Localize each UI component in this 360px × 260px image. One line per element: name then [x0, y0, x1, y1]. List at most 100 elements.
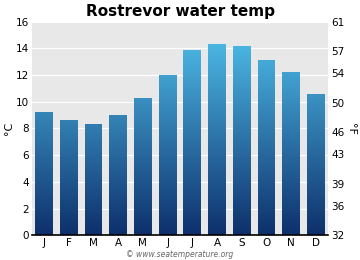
- Bar: [134, 99, 152, 100]
- Bar: [35, 158, 53, 159]
- Bar: [109, 223, 127, 224]
- Bar: [307, 116, 325, 117]
- Bar: [282, 96, 300, 98]
- Bar: [258, 124, 275, 125]
- Bar: [184, 55, 201, 56]
- Bar: [282, 120, 300, 121]
- Bar: [184, 109, 201, 110]
- Bar: [208, 211, 226, 212]
- Bar: [208, 176, 226, 177]
- Bar: [282, 191, 300, 193]
- Bar: [233, 179, 251, 180]
- Bar: [307, 155, 325, 156]
- Bar: [184, 103, 201, 104]
- Bar: [159, 225, 176, 226]
- Bar: [233, 93, 251, 94]
- Bar: [208, 72, 226, 73]
- Bar: [208, 149, 226, 150]
- Bar: [208, 179, 226, 180]
- Bar: [307, 167, 325, 168]
- Bar: [258, 159, 275, 160]
- Bar: [233, 101, 251, 102]
- Bar: [208, 136, 226, 137]
- Bar: [134, 150, 152, 151]
- Bar: [159, 134, 176, 135]
- Bar: [208, 191, 226, 193]
- Bar: [208, 183, 226, 184]
- Bar: [282, 148, 300, 149]
- Bar: [159, 89, 176, 90]
- Bar: [258, 95, 275, 96]
- Bar: [258, 226, 275, 227]
- Bar: [109, 158, 127, 159]
- Bar: [35, 169, 53, 170]
- Bar: [282, 157, 300, 158]
- Bar: [233, 234, 251, 235]
- Bar: [282, 187, 300, 188]
- Bar: [184, 155, 201, 156]
- Bar: [258, 111, 275, 113]
- Bar: [307, 96, 325, 98]
- Bar: [233, 199, 251, 200]
- Bar: [208, 116, 226, 117]
- Bar: [134, 140, 152, 141]
- Bar: [134, 202, 152, 203]
- Bar: [184, 194, 201, 195]
- Bar: [159, 137, 176, 138]
- Bar: [233, 103, 251, 104]
- Bar: [109, 177, 127, 178]
- Bar: [258, 63, 275, 64]
- Bar: [159, 151, 176, 152]
- Y-axis label: °F: °F: [346, 122, 356, 134]
- Bar: [109, 147, 127, 148]
- Bar: [258, 119, 275, 120]
- Bar: [282, 219, 300, 220]
- Bar: [258, 105, 275, 106]
- Bar: [258, 224, 275, 225]
- Bar: [233, 155, 251, 156]
- Bar: [85, 159, 102, 160]
- Bar: [307, 106, 325, 107]
- Bar: [35, 179, 53, 180]
- Bar: [233, 164, 251, 165]
- Bar: [109, 123, 127, 124]
- Bar: [85, 181, 102, 182]
- Bar: [208, 142, 226, 144]
- Bar: [233, 75, 251, 76]
- Bar: [208, 111, 226, 113]
- Bar: [258, 151, 275, 152]
- Bar: [258, 213, 275, 214]
- Bar: [208, 146, 226, 147]
- Bar: [85, 177, 102, 178]
- Bar: [307, 141, 325, 142]
- Bar: [208, 163, 226, 164]
- Bar: [109, 146, 127, 147]
- Bar: [233, 183, 251, 184]
- Bar: [60, 190, 78, 191]
- Bar: [258, 190, 275, 191]
- Bar: [208, 95, 226, 96]
- Bar: [35, 216, 53, 217]
- Bar: [134, 110, 152, 111]
- Bar: [282, 145, 300, 146]
- Bar: [159, 121, 176, 122]
- Bar: [134, 147, 152, 148]
- Bar: [159, 83, 176, 84]
- Bar: [134, 194, 152, 195]
- Bar: [60, 171, 78, 172]
- Bar: [134, 225, 152, 226]
- Bar: [233, 53, 251, 54]
- Bar: [258, 129, 275, 131]
- Bar: [233, 104, 251, 105]
- Bar: [282, 132, 300, 133]
- Bar: [134, 136, 152, 137]
- Bar: [109, 116, 127, 117]
- Bar: [233, 49, 251, 50]
- Bar: [307, 209, 325, 210]
- Bar: [282, 138, 300, 139]
- Bar: [159, 133, 176, 134]
- Bar: [307, 190, 325, 191]
- Bar: [109, 206, 127, 207]
- Bar: [233, 72, 251, 73]
- Bar: [184, 78, 201, 79]
